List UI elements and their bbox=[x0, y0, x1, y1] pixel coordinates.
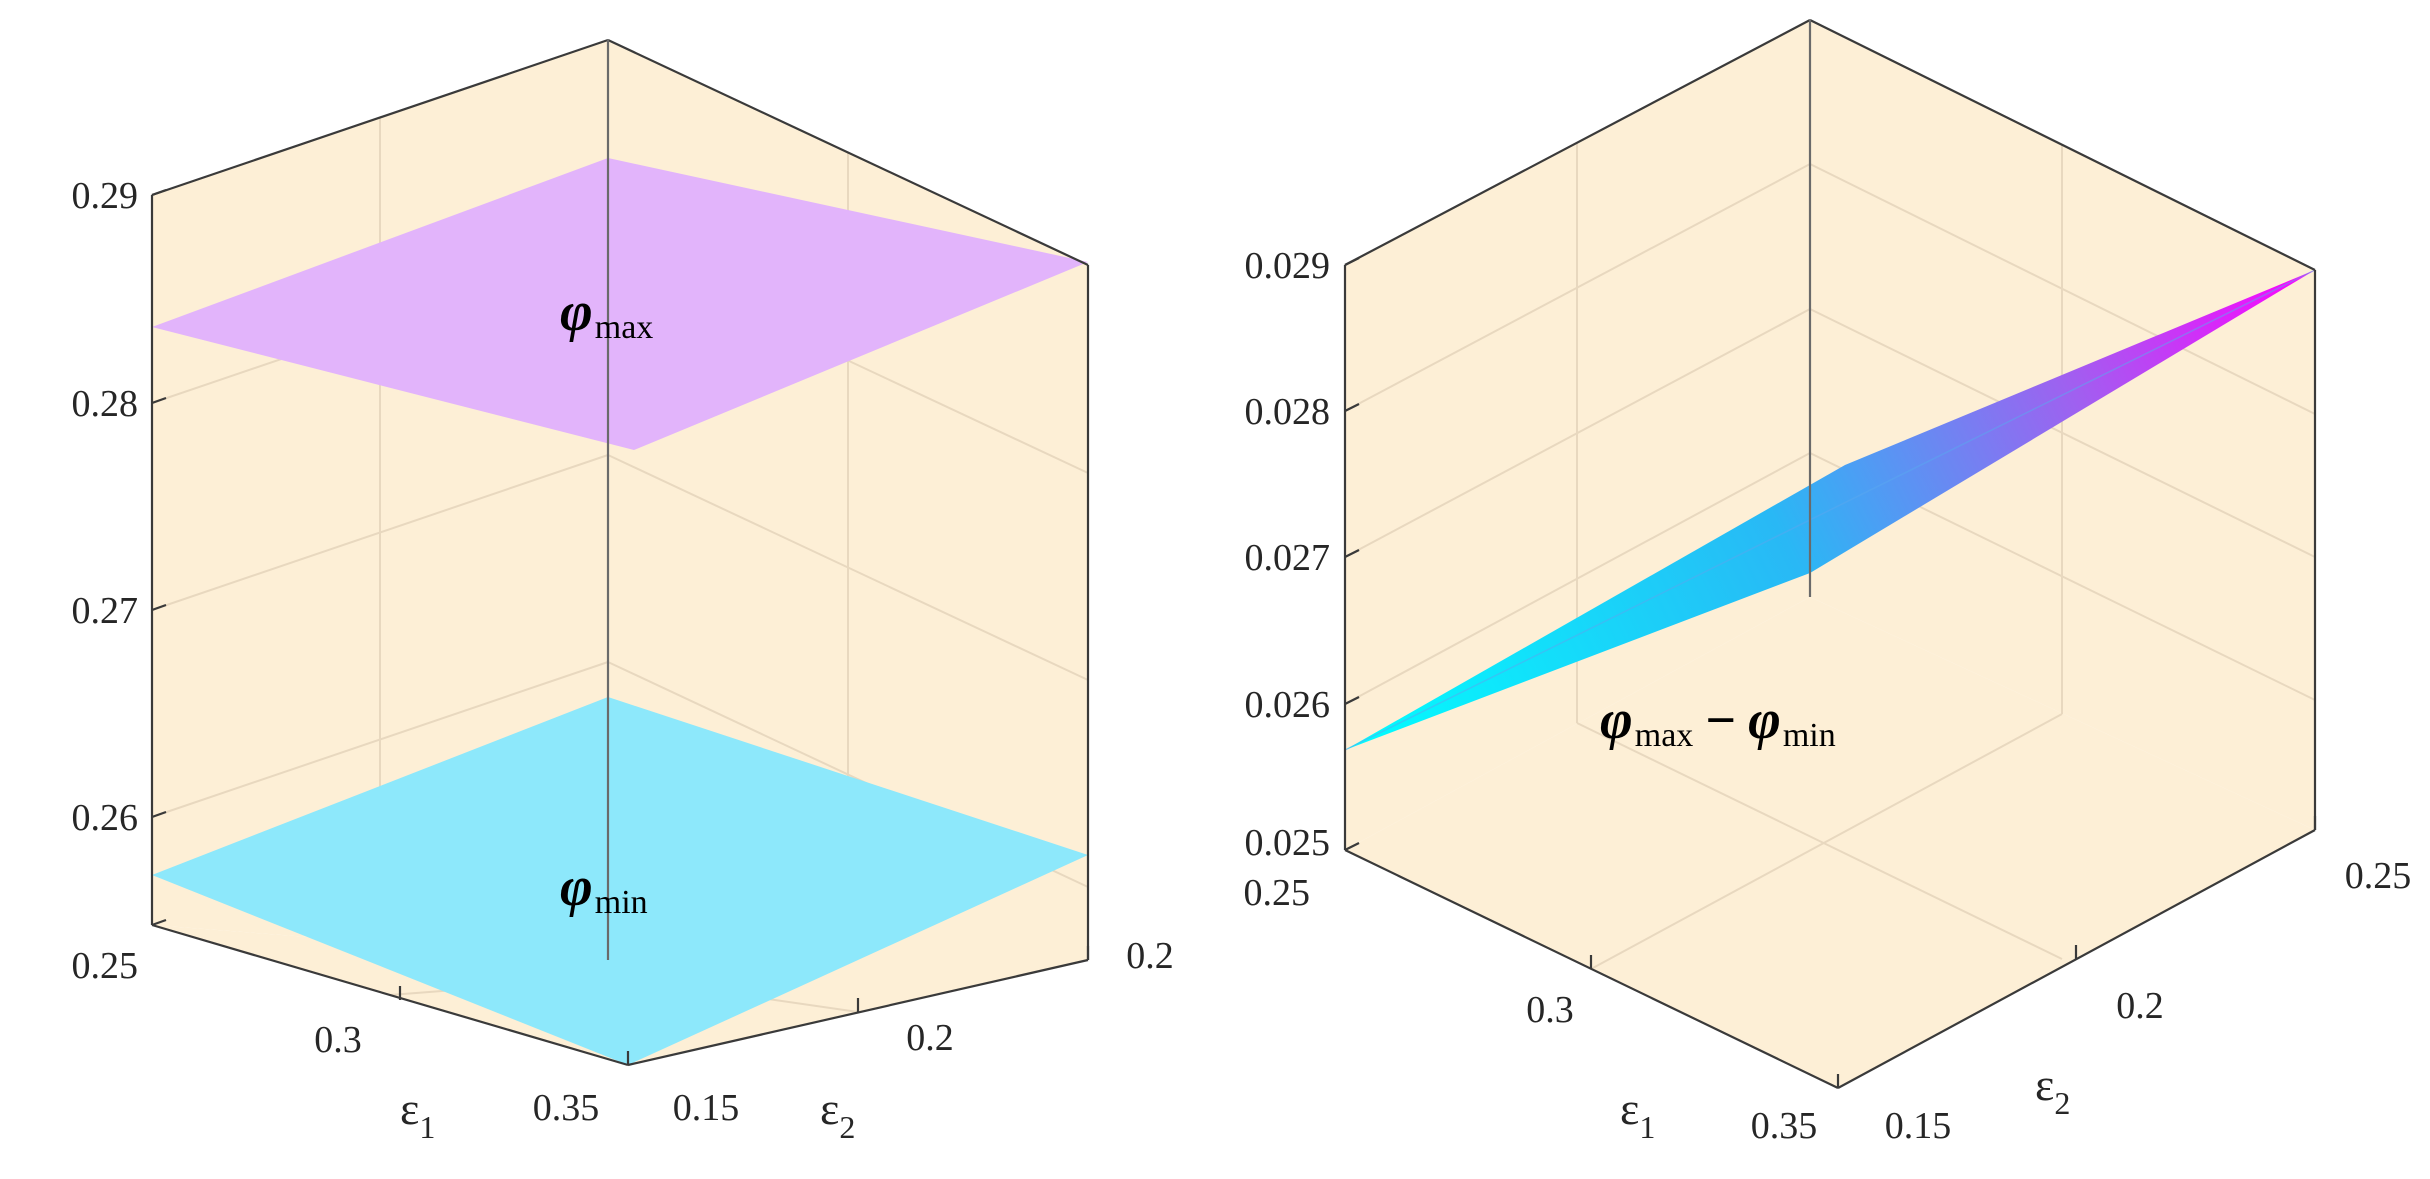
left-z-tick: 0.26 bbox=[72, 797, 139, 839]
right-z-tick: 0.025 bbox=[1245, 822, 1331, 864]
phi-diff-ridge bbox=[1344, 269, 2316, 751]
left-chart: 0.29 0.28 0.27 0.26 0.25 0.3 0.35 0.15 0… bbox=[72, 38, 1174, 1145]
right-x-axis-label: ε1 bbox=[1620, 1083, 1655, 1145]
phi-max-label: φmax bbox=[560, 281, 653, 346]
right-z-tick: 0.026 bbox=[1245, 684, 1331, 726]
phi-max-surface bbox=[152, 158, 1088, 450]
left-y-tick: 0.2 bbox=[906, 1017, 954, 1059]
right-z-tick: 0.027 bbox=[1245, 537, 1331, 579]
left-y-tick: 0.15 bbox=[673, 1087, 740, 1129]
left-x-axis-label: ε1 bbox=[400, 1083, 435, 1145]
right-frame bbox=[1343, 19, 2317, 1089]
right-pane-floor bbox=[1345, 597, 2315, 1088]
right-y-axis-label: ε2 bbox=[2035, 1059, 2070, 1121]
left-z-tick: 0.29 bbox=[72, 175, 139, 217]
right-y-tick: 0.15 bbox=[1885, 1105, 1952, 1147]
right-y-tick: 0.25 bbox=[2345, 855, 2412, 897]
left-z-tick: 0.28 bbox=[72, 383, 139, 425]
left-ticks bbox=[151, 188, 1090, 1065]
right-x-tick: 0.35 bbox=[1751, 1105, 1818, 1147]
left-x-tick: 0.35 bbox=[533, 1087, 600, 1129]
left-z-tick: 0.27 bbox=[72, 590, 139, 632]
left-frame bbox=[150, 38, 1090, 1067]
right-x-tick: 0.25 bbox=[1244, 872, 1311, 914]
right-grid bbox=[1344, 143, 2316, 970]
left-x-tick: 0.3 bbox=[314, 1019, 362, 1061]
phi-diff-label: φmax − φmin bbox=[1600, 689, 1836, 754]
left-z-tick: 0.25 bbox=[72, 945, 139, 987]
right-chart: 0.029 0.028 0.027 0.026 0.025 0.25 0.3 0… bbox=[1244, 19, 2412, 1147]
left-y-axis-label: ε2 bbox=[820, 1083, 855, 1145]
phi-min-label: φmin bbox=[560, 856, 648, 921]
left-y-tick: 0.2 bbox=[1126, 935, 1174, 977]
phi-min-surface bbox=[152, 697, 1088, 1065]
right-ticks bbox=[1344, 257, 2317, 1088]
right-z-tick: 0.029 bbox=[1245, 245, 1331, 287]
right-z-tick: 0.028 bbox=[1245, 391, 1331, 433]
right-x-tick: 0.3 bbox=[1526, 989, 1574, 1031]
right-y-tick: 0.2 bbox=[2116, 985, 2164, 1027]
